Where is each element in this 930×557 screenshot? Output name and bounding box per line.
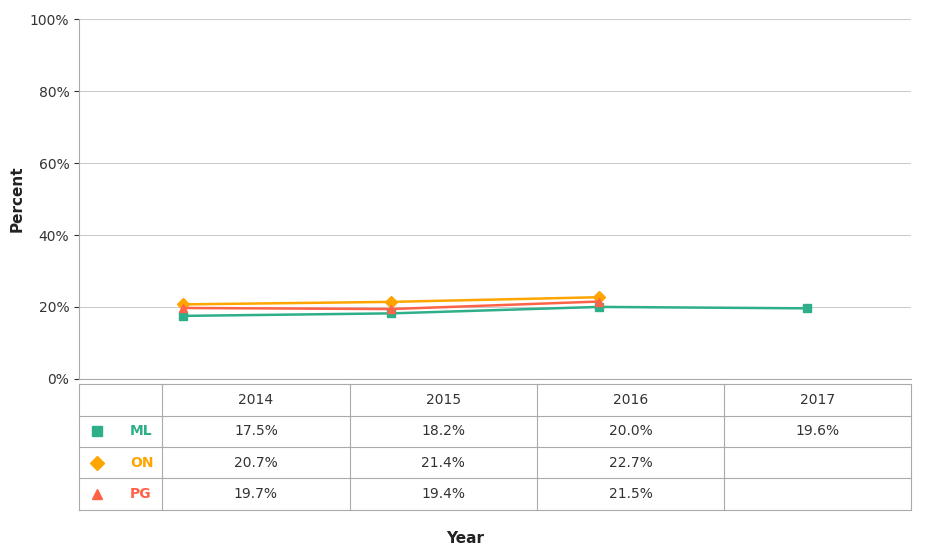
- Text: 2016: 2016: [613, 393, 648, 407]
- Text: 22.7%: 22.7%: [608, 456, 652, 470]
- Text: 2015: 2015: [426, 393, 460, 407]
- Line: PG: PG: [179, 297, 604, 313]
- Text: ON: ON: [130, 456, 153, 470]
- Text: 21.5%: 21.5%: [608, 487, 653, 501]
- ML: [593, 304, 604, 310]
- Text: ML: ML: [130, 424, 153, 438]
- ON: [178, 301, 189, 307]
- Text: 21.4%: 21.4%: [421, 456, 465, 470]
- PG: [593, 298, 604, 305]
- Y-axis label: Percent: Percent: [9, 166, 24, 232]
- ON: [593, 294, 604, 301]
- Text: 17.5%: 17.5%: [234, 424, 278, 438]
- Text: 20.7%: 20.7%: [234, 456, 278, 470]
- Text: 20.0%: 20.0%: [608, 424, 652, 438]
- PG: [386, 306, 397, 312]
- Text: 18.2%: 18.2%: [421, 424, 465, 438]
- Line: ON: ON: [179, 293, 604, 309]
- ON: [386, 299, 397, 305]
- Text: 19.7%: 19.7%: [234, 487, 278, 501]
- PG: [178, 305, 189, 311]
- Text: 19.6%: 19.6%: [796, 424, 840, 438]
- ML: [386, 310, 397, 317]
- Line: ML: ML: [179, 303, 812, 320]
- Text: 2017: 2017: [800, 393, 835, 407]
- ML: [802, 305, 813, 312]
- Text: Year: Year: [446, 531, 484, 546]
- Text: PG: PG: [130, 487, 152, 501]
- ML: [178, 312, 189, 319]
- Text: 19.4%: 19.4%: [421, 487, 465, 501]
- Text: 2014: 2014: [238, 393, 273, 407]
